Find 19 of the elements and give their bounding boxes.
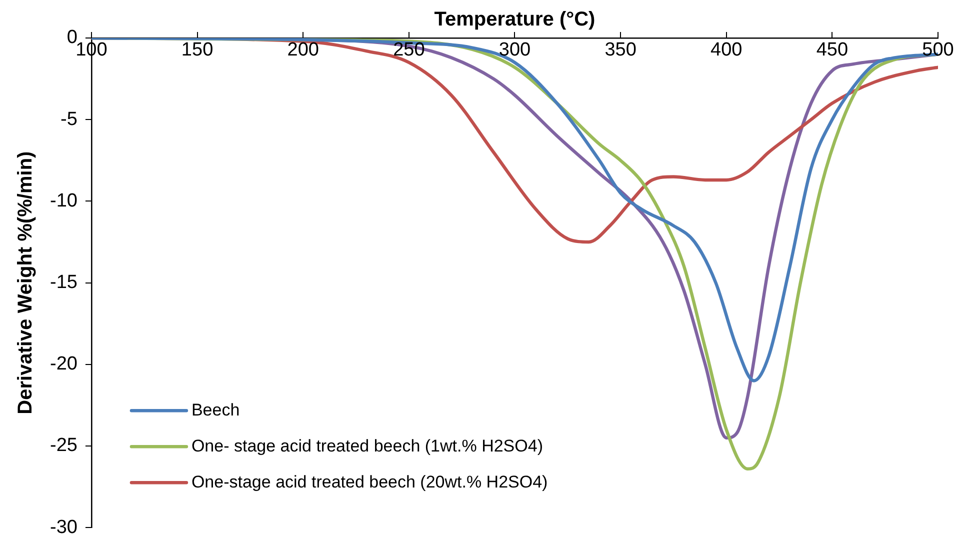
y-tick-label: -30 <box>50 516 78 538</box>
y-tick-label: -25 <box>50 435 78 456</box>
x-tick-label: 300 <box>498 40 531 61</box>
x-tick-label: 200 <box>287 40 319 61</box>
y-tick-label: 0 <box>66 27 78 48</box>
y-tick-label: -15 <box>50 272 78 294</box>
legend-label: One- stage acid treated beech (1wt.% H2SO4) <box>191 436 543 456</box>
x-tick-label: 400 <box>710 40 742 61</box>
x-tick-label: 150 <box>181 40 214 61</box>
x-tick-label: 450 <box>816 40 848 61</box>
legend-label: One-stage acid treated beech (20wt.% H2SO4) <box>191 472 548 492</box>
legend-label: Beech <box>191 400 240 420</box>
y-tick-label: -20 <box>50 354 78 375</box>
x-tick-label: 350 <box>604 40 636 61</box>
y-tick-label: -5 <box>60 108 78 130</box>
x-tick-label: 500 <box>922 40 954 61</box>
y-tick-label: -10 <box>50 190 78 212</box>
y-axis-title: Derivative Weight %(%/min) <box>14 151 37 414</box>
x-axis-title: Temperature (°C) <box>434 8 596 31</box>
